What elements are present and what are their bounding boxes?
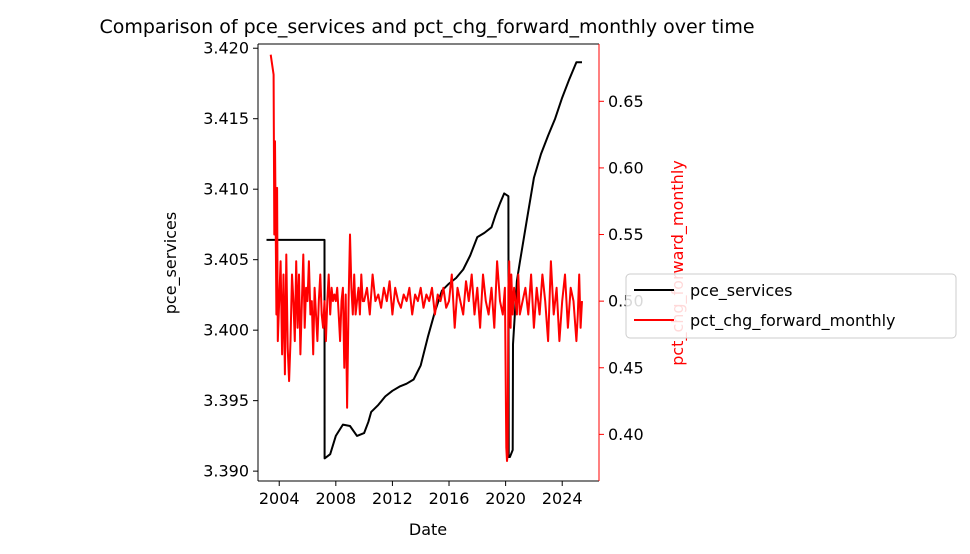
right-y-axis-ticks: 0.400.450.500.550.600.65	[599, 92, 644, 444]
x-tick-label: 2024	[542, 489, 583, 508]
series-layer	[266, 54, 583, 462]
right-y-tick-label: 0.40	[608, 425, 644, 444]
left-y-tick-label: 3.395	[203, 391, 249, 410]
left-y-tick-label: 3.405	[203, 250, 249, 269]
x-tick-label: 2004	[259, 489, 300, 508]
chart-title: Comparison of pce_services and pct_chg_f…	[99, 16, 754, 38]
left-y-tick-label: 3.420	[203, 39, 249, 58]
x-tick-label: 2020	[485, 489, 526, 508]
legend: pce_services pct_chg_forward_monthly	[625, 273, 957, 339]
right-y-tick-label: 0.45	[608, 358, 644, 377]
x-tick-label: 2016	[429, 489, 470, 508]
right-y-tick-label: 0.60	[608, 158, 644, 177]
x-tick-label: 2008	[315, 489, 356, 508]
plot-area	[258, 44, 599, 481]
right-y-tick-label: 0.65	[608, 92, 644, 111]
left-y-tick-label: 3.400	[203, 321, 249, 340]
x-tick-label: 2012	[372, 489, 413, 508]
left-y-tick-label: 3.415	[203, 109, 249, 128]
legend-box	[625, 273, 957, 339]
x-axis-label: Date	[409, 520, 447, 539]
series-line-pct-chg-forward-monthly	[269, 54, 583, 462]
left-y-tick-label: 3.410	[203, 180, 249, 199]
left-y-tick-label: 3.390	[203, 462, 249, 481]
legend-label-pce-services: pce_services	[690, 281, 792, 301]
left-y-axis-ticks: 3.390 3.395 3.400 3.405 3.410 3.415 3.420	[203, 39, 258, 481]
series-line-pce-services	[266, 61, 582, 460]
legend-label-pct-chg-forward-monthly: pct_chg_forward_monthly	[690, 311, 896, 331]
x-axis-ticks: 2004 2008 2012 2016 2020 2024	[259, 481, 583, 508]
left-y-axis-label: pce_services	[161, 212, 181, 314]
right-y-tick-label: 0.55	[608, 225, 644, 244]
